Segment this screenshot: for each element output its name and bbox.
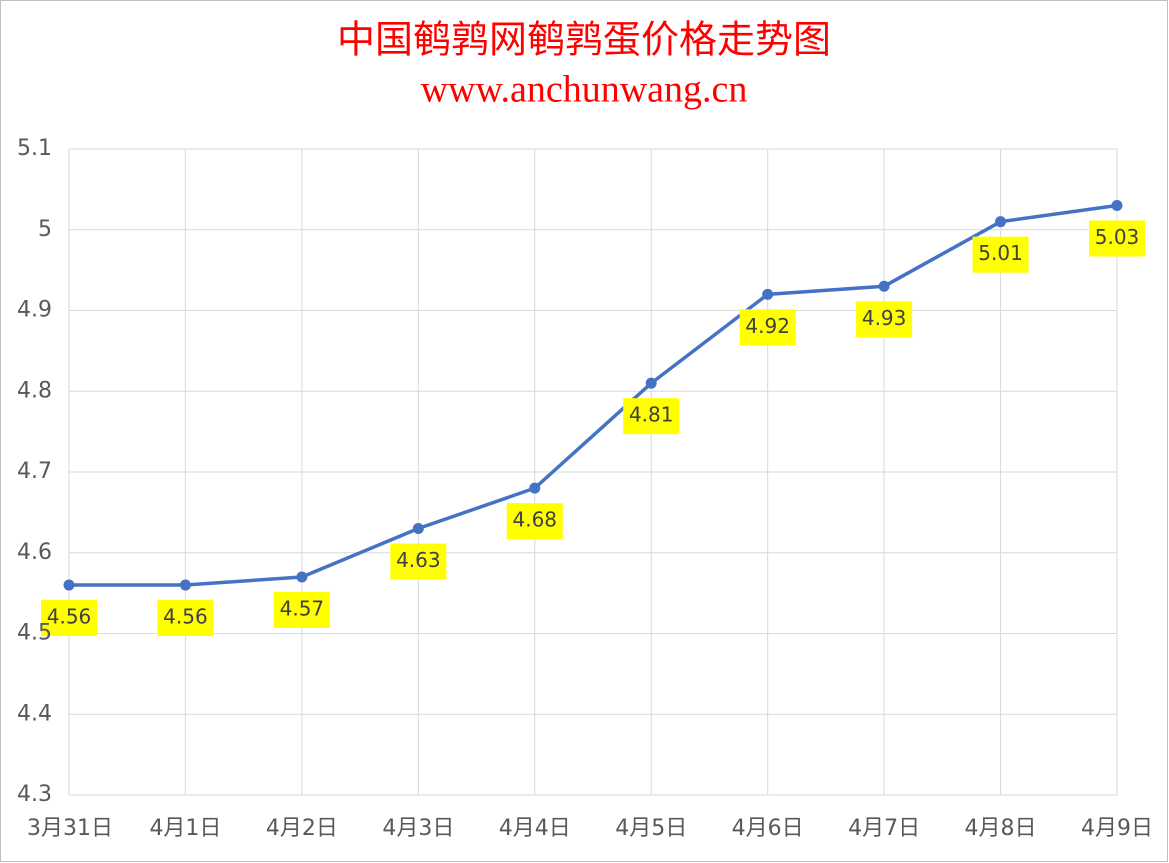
value-label: 4.56 <box>47 605 92 629</box>
y-tick-label: 4.3 <box>17 782 52 807</box>
chart-subtitle: www.anchunwang.cn <box>421 69 748 111</box>
value-label: 4.68 <box>513 508 558 532</box>
value-label-bg <box>1089 220 1145 257</box>
value-label-bg <box>390 543 447 580</box>
marker <box>412 523 424 535</box>
value-label: 4.81 <box>629 403 674 427</box>
y-tick-label: 4.4 <box>17 701 52 726</box>
y-tick-label: 5 <box>38 217 52 242</box>
marker <box>645 377 657 389</box>
x-tick-label: 4月2日 <box>266 816 338 841</box>
marker <box>878 280 890 292</box>
x-tick-label: 4月1日 <box>149 816 221 841</box>
value-label-bg <box>972 236 1029 273</box>
value-label-bg <box>856 301 913 338</box>
grid <box>68 148 1118 796</box>
y-tick-label: 4.6 <box>17 540 52 565</box>
marker <box>762 288 774 300</box>
marker <box>296 571 308 583</box>
value-label-bg <box>273 591 330 628</box>
x-tick-label: 3月31日 <box>27 816 113 841</box>
value-label: 4.92 <box>745 314 790 338</box>
x-tick-label: 4月5日 <box>615 816 687 841</box>
marker <box>1111 200 1123 212</box>
value-label: 4.63 <box>396 548 441 572</box>
x-tick-label: 4月6日 <box>732 816 804 841</box>
y-tick-label: 5.1 <box>17 136 52 161</box>
value-label-bg <box>739 309 796 346</box>
x-tick-label: 4月9日 <box>1081 816 1153 841</box>
value-label: 5.01 <box>978 241 1023 265</box>
y-tick-label: 4.9 <box>17 298 52 323</box>
chart-title: 中国鹌鹑网鹌鹑蛋价格走势图 <box>337 20 831 62</box>
value-label: 4.57 <box>280 596 325 620</box>
value-label: 4.93 <box>862 306 907 330</box>
value-label-bg <box>41 600 97 637</box>
value-label-bg <box>157 600 214 637</box>
x-tick-label: 4月4日 <box>499 816 571 841</box>
marker <box>179 579 191 591</box>
y-tick-label: 4.5 <box>17 621 52 646</box>
value-label: 5.03 <box>1095 225 1140 249</box>
y-tick-label: 4.7 <box>17 459 52 484</box>
y-tick-label: 4.8 <box>17 378 52 403</box>
line <box>69 203 1118 587</box>
value-label: 4.56 <box>163 605 208 629</box>
marker <box>529 482 541 494</box>
marks: 4.56 4.56 4.57 4.63 4.68 4.81 4.92 4.93 5.01 5.03 <box>41 200 1145 637</box>
marker <box>995 216 1007 228</box>
x-tick-label: 4月7日 <box>848 816 920 841</box>
x-tick-label: 4月3日 <box>382 816 454 841</box>
marker <box>63 579 75 591</box>
value-label-bg <box>623 398 680 435</box>
x-tick-label: 4月8日 <box>965 816 1037 841</box>
value-label-bg <box>506 503 563 540</box>
